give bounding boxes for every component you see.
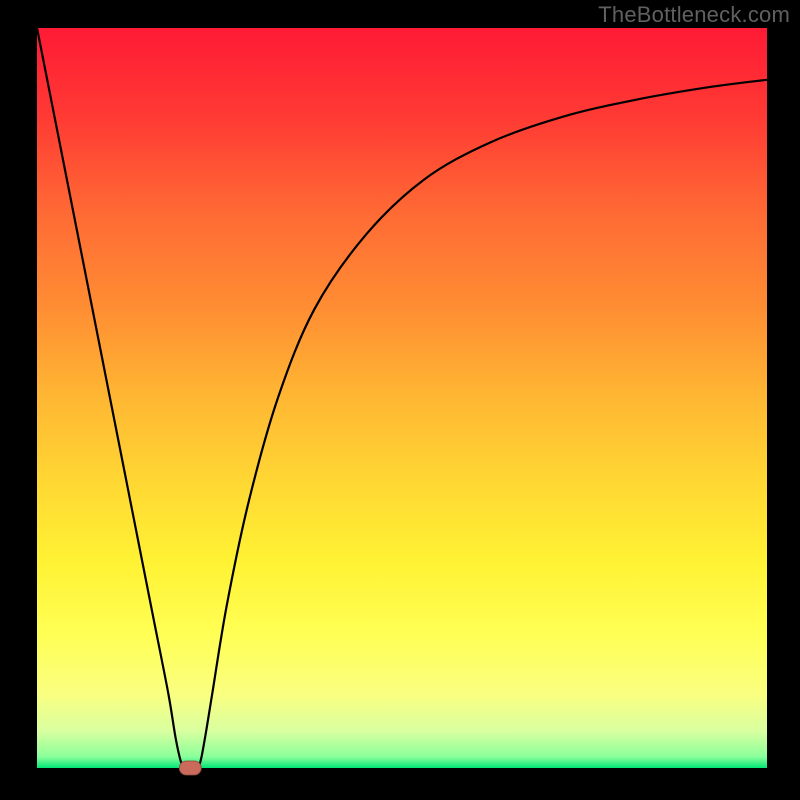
plot-gradient-area xyxy=(37,28,767,768)
bottleneck-chart: TheBottleneck.com xyxy=(0,0,800,800)
chart-svg xyxy=(0,0,800,800)
bottleneck-marker xyxy=(179,761,201,775)
